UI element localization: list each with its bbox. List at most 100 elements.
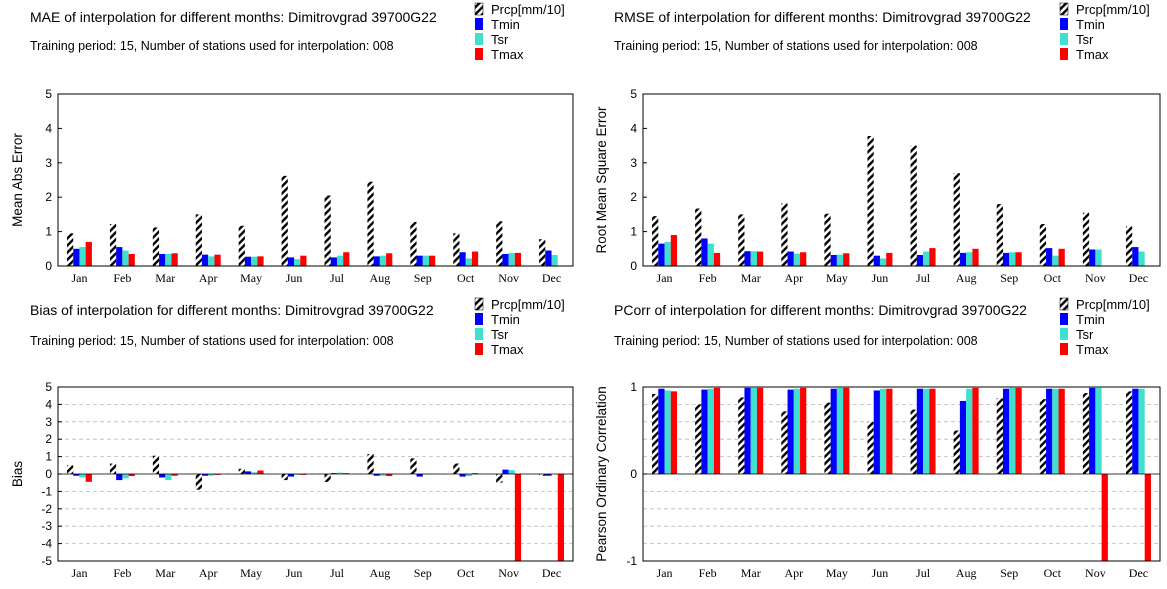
- bar-oct-2: [1046, 388, 1053, 474]
- bar-oct-3: [1052, 255, 1059, 266]
- bar-may-4: [257, 256, 264, 266]
- bar-jul-2: [330, 257, 337, 266]
- y-tick-label: 2: [45, 190, 52, 204]
- legend-label: Tsr: [491, 327, 509, 342]
- legend-label: Tmin: [1076, 312, 1105, 327]
- legend-swatch: [1060, 48, 1068, 60]
- bar-mar-4: [171, 474, 178, 476]
- bar-may-2: [244, 471, 252, 474]
- bar-jul-4: [929, 388, 936, 474]
- bar-feb-2: [116, 474, 123, 481]
- bar-feb-2: [701, 238, 708, 266]
- bar-jun-3: [294, 474, 301, 475]
- bar-oct-1: [1039, 224, 1047, 266]
- x-tick-label: Feb: [699, 566, 717, 580]
- legend-swatch: [1060, 18, 1068, 30]
- x-tick-label: Apr: [199, 566, 218, 580]
- bar-may-2: [244, 256, 252, 266]
- x-tick-label: Jun: [872, 271, 889, 285]
- bar-jul-2: [330, 473, 337, 474]
- bar-dec-4: [1144, 474, 1151, 561]
- bar-sep-2: [416, 474, 423, 477]
- x-tick-label: Sep: [1000, 271, 1018, 285]
- x-tick-label: Sep: [414, 271, 432, 285]
- x-tick-label: Mar: [741, 271, 761, 285]
- y-axis-label: Pearson Ordinary Correlation: [594, 386, 609, 562]
- x-tick-label: Nov: [498, 271, 519, 285]
- bar-feb-3: [707, 243, 714, 266]
- bar-feb-3: [122, 474, 129, 479]
- bar-dec-2: [545, 474, 552, 476]
- bar-jan-3: [79, 474, 86, 478]
- bar-mar-1: [738, 397, 745, 474]
- x-tick-label: Feb: [113, 271, 131, 285]
- bar-feb-4: [128, 474, 135, 477]
- bar-may-2: [830, 388, 837, 474]
- x-tick-label: Apr: [784, 271, 803, 285]
- bar-jun-2: [287, 474, 295, 477]
- legend-label: Tmin: [491, 17, 520, 32]
- bar-sep-2: [1002, 252, 1010, 266]
- bar-sep-3: [1009, 252, 1016, 266]
- bar-jun-1: [867, 135, 874, 266]
- bar-oct-2: [1046, 248, 1053, 266]
- legend-swatch: [1060, 33, 1068, 45]
- bar-oct-1: [453, 233, 460, 266]
- y-tick-label: 4: [630, 121, 637, 135]
- x-tick-label: Nov: [1085, 271, 1106, 285]
- bar-aug-3: [966, 252, 973, 266]
- bar-mar-2: [159, 253, 166, 266]
- bar-mar-2: [744, 251, 751, 266]
- x-tick-label: Jul: [916, 271, 931, 285]
- bar-may-3: [836, 387, 844, 474]
- x-tick-label: Sep: [1000, 566, 1018, 580]
- bar-jun-2: [873, 255, 880, 266]
- legend-label: Prcp[mm/10]: [1076, 2, 1150, 17]
- bar-jul-4: [343, 252, 350, 266]
- bar-nov-2: [502, 469, 509, 474]
- bar-aug-3: [379, 474, 387, 476]
- bar-jun-3: [294, 259, 301, 266]
- x-tick-label: Sep: [414, 566, 432, 580]
- bar-sep-4: [1015, 252, 1022, 266]
- legend-label: Tmin: [1076, 17, 1105, 32]
- bar-sep-4: [1015, 387, 1022, 474]
- y-tick-label: 3: [45, 415, 52, 429]
- y-tick-label: 5: [45, 87, 52, 101]
- bar-mar-1: [152, 455, 160, 474]
- bar-aug-1: [953, 430, 960, 474]
- plot-frame: [57, 93, 574, 267]
- bar-jun-1: [281, 474, 288, 481]
- x-tick-label: Jun: [872, 566, 889, 580]
- bar-feb-1: [109, 224, 117, 266]
- bar-jan-4: [670, 235, 678, 266]
- legend-swatch: [1060, 313, 1068, 325]
- bar-jul-3: [336, 255, 344, 266]
- bar-mar-1: [738, 214, 745, 266]
- bar-jun-2: [873, 390, 880, 474]
- chart-title: Bias of interpolation for different mont…: [30, 302, 434, 318]
- bar-jan-1: [67, 465, 74, 474]
- bar-nov-4: [514, 252, 522, 266]
- plot-frame: [642, 93, 1161, 267]
- x-tick-label: Mar: [155, 566, 175, 580]
- y-tick-label: -3: [41, 519, 52, 533]
- bar-jun-4: [300, 474, 307, 475]
- x-tick-label: Mar: [155, 271, 175, 285]
- bar-sep-1: [410, 221, 417, 266]
- bar-jun-3: [879, 388, 887, 474]
- bar-apr-2: [787, 389, 794, 474]
- legend-label: Tsr: [1076, 32, 1094, 47]
- y-tick-label: 0: [630, 259, 637, 273]
- bar-jun-4: [886, 252, 893, 266]
- bar-nov-1: [1082, 212, 1090, 266]
- legend-swatch: [475, 343, 483, 355]
- y-axis-label: Root Mean Square Error: [594, 106, 609, 254]
- bar-jul-4: [929, 248, 936, 266]
- bar-aug-2: [373, 474, 380, 476]
- bar-may-1: [238, 225, 245, 266]
- bar-oct-1: [453, 463, 460, 474]
- bar-nov-2: [1089, 387, 1096, 474]
- bar-may-4: [257, 470, 264, 474]
